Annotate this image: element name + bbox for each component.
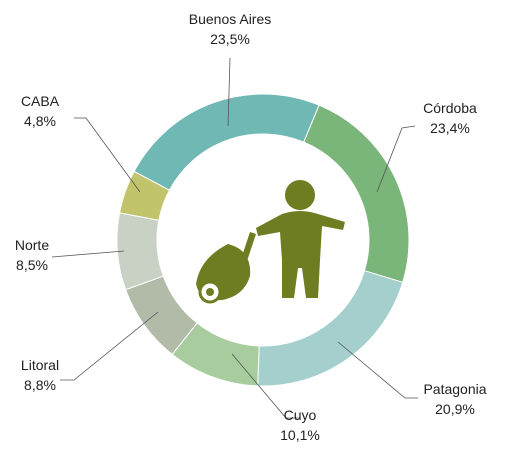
leader-line — [51, 250, 125, 258]
slice-label-name: Buenos Aires — [189, 11, 272, 27]
leader-line — [74, 117, 141, 193]
leader-line — [337, 341, 418, 399]
donut-slice — [133, 93, 320, 191]
icon-head — [285, 180, 315, 210]
leader-line — [227, 57, 231, 127]
icon-body — [256, 211, 345, 298]
slice-label-name: Litoral — [21, 357, 59, 373]
leader-line — [376, 125, 416, 193]
leader-line — [231, 353, 300, 419]
slices — [116, 93, 410, 387]
slice-label-value: 23,4% — [430, 120, 470, 136]
slice-label-name: Córdoba — [423, 100, 477, 116]
slice-label-value: 20,9% — [435, 401, 475, 417]
labels: Buenos Aires 23,5% Córdoba 23,4% Patagonia 20… — [15, 11, 487, 443]
donut-slice — [118, 170, 171, 221]
slice-label-value: 4,8% — [24, 113, 56, 129]
traveller-icon — [196, 180, 345, 304]
slice-label-value: 8,5% — [16, 257, 48, 273]
icon-wheel-hub — [206, 288, 214, 296]
slice-label-name: Patagonia — [423, 381, 486, 397]
slice-label-value: 23,5% — [210, 31, 250, 47]
donut-slice — [257, 270, 404, 387]
leader-line — [60, 311, 159, 381]
slice-label-name: Norte — [15, 237, 49, 253]
slice-label-name: CABA — [21, 93, 60, 109]
slice-label-value: 8,8% — [24, 377, 56, 393]
slice-label-value: 10,1% — [280, 427, 320, 443]
slice-label-name: Cuyo — [284, 407, 317, 423]
